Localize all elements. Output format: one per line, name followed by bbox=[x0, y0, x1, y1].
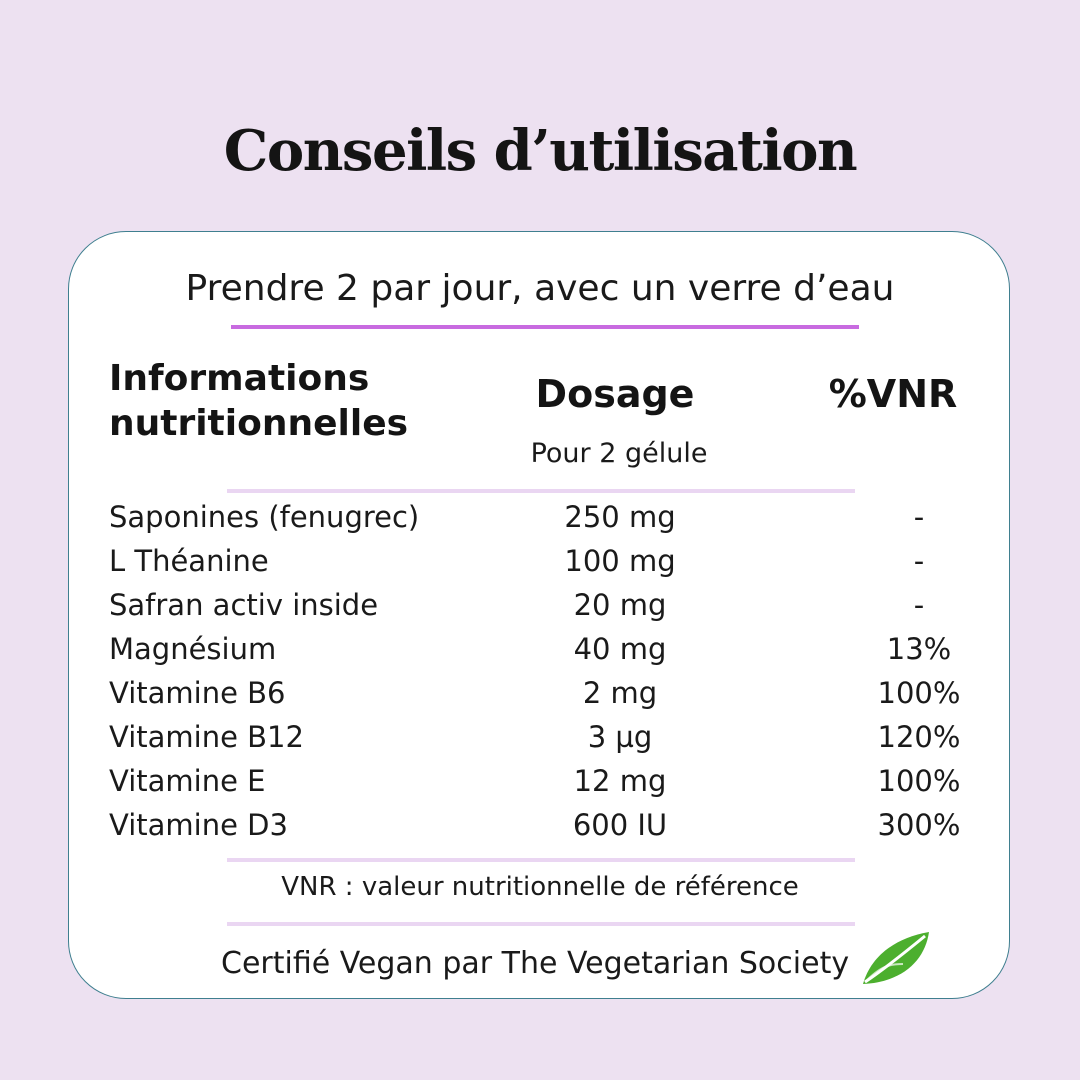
nutrient-dosage: 12 mg bbox=[573, 764, 667, 798]
leaf-icon bbox=[863, 932, 929, 984]
nutrient-dosage: 600 IU bbox=[572, 808, 668, 842]
nutrient-dosage: 100 mg bbox=[564, 544, 676, 578]
table-row: Saponines (fenugrec) 250 mg - bbox=[69, 497, 1011, 541]
header-nutrition-info: Informations nutritionnelles bbox=[109, 356, 469, 446]
nutrient-vnr: 300% bbox=[877, 808, 961, 842]
nutrient-name: Saponines (fenugrec) bbox=[109, 500, 420, 534]
header-dosage: Dosage bbox=[535, 372, 695, 416]
usage-card: Prendre 2 par jour, avec un verre d’eau … bbox=[68, 231, 1010, 999]
header-info-line2: nutritionnelles bbox=[109, 403, 409, 444]
nutrient-vnr: 120% bbox=[877, 720, 961, 754]
header-info-line1: Informations bbox=[109, 358, 370, 399]
table-row: Vitamine B12 3 µg 120% bbox=[69, 717, 1011, 761]
nutrient-name: Vitamine E bbox=[109, 764, 266, 798]
accent-divider bbox=[231, 325, 859, 329]
nutrient-dosage: 3 µg bbox=[587, 720, 653, 754]
nutrient-vnr: - bbox=[913, 500, 925, 534]
nutrient-vnr: 100% bbox=[877, 764, 961, 798]
usage-instruction: Prendre 2 par jour, avec un verre d’eau bbox=[185, 268, 895, 309]
table-row: Vitamine B6 2 mg 100% bbox=[69, 673, 1011, 717]
header-dosage-subtitle: Pour 2 gélule bbox=[530, 438, 708, 469]
table-row: Magnésium 40 mg 13% bbox=[69, 629, 1011, 673]
nutrient-name: Vitamine D3 bbox=[109, 808, 288, 842]
nutrient-vnr: 100% bbox=[877, 676, 961, 710]
table-row: L Théanine 100 mg - bbox=[69, 541, 1011, 585]
header-divider bbox=[227, 489, 855, 493]
table-row: Vitamine D3 600 IU 300% bbox=[69, 805, 1011, 849]
header-vnr: %VNR bbox=[828, 372, 958, 416]
nutrient-name: Magnésium bbox=[109, 632, 277, 666]
page-title: Conseils d’utilisation bbox=[223, 118, 858, 184]
nutrient-name: Safran activ inside bbox=[109, 588, 379, 622]
nutrient-name: L Théanine bbox=[109, 544, 269, 578]
nutrient-dosage: 40 mg bbox=[573, 632, 667, 666]
nutrient-name: Vitamine B6 bbox=[109, 676, 286, 710]
nutrition-table: Saponines (fenugrec) 250 mg - L Théanine… bbox=[69, 497, 1011, 849]
nutrient-dosage: 250 mg bbox=[564, 500, 676, 534]
footnote-divider bbox=[227, 922, 855, 926]
vnr-footnote: VNR : valeur nutritionnelle de référence bbox=[281, 872, 799, 902]
nutrient-dosage: 2 mg bbox=[582, 676, 658, 710]
nutrient-name: Vitamine B12 bbox=[109, 720, 304, 754]
table-row: Safran activ inside 20 mg - bbox=[69, 585, 1011, 629]
nutrient-vnr: - bbox=[913, 588, 925, 622]
nutrient-vnr: - bbox=[913, 544, 925, 578]
nutrient-vnr: 13% bbox=[886, 632, 952, 666]
table-row: Vitamine E 12 mg 100% bbox=[69, 761, 1011, 805]
table-bottom-divider bbox=[227, 858, 855, 862]
vegan-certification: Certifié Vegan par The Vegetarian Societ… bbox=[221, 946, 850, 981]
nutrient-dosage: 20 mg bbox=[573, 588, 667, 622]
